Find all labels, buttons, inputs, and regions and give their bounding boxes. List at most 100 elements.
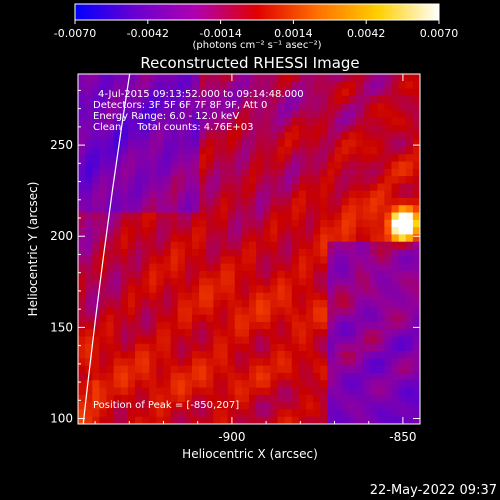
heatmap-cell [213,88,222,97]
heatmap-cell [313,351,321,359]
heatmap-cell [241,117,250,126]
heatmap-cell [284,285,293,294]
heatmap-cell [120,197,129,206]
heatmap-cell [277,227,286,236]
heatmap-cell [156,336,165,345]
heatmap-cell [142,154,150,163]
heatmap-cell [298,74,307,82]
heatmap-cell [206,176,214,184]
heatmap-cell [412,263,420,272]
heatmap-cell [92,249,100,257]
heatmap-cell [184,88,193,97]
heatmap-cell [263,394,271,403]
heatmap-cell [320,278,328,287]
heatmap-cell [206,292,214,301]
heatmap-cell [135,409,143,418]
heatmap-cell [270,110,279,119]
heatmap-cell [120,256,129,265]
heatmap-cell [170,219,179,228]
heatmap-cell [313,190,321,199]
heatmap-cell [113,183,122,192]
heatmap-cell [306,190,314,199]
heatmap-cell [398,307,407,316]
heatmap-cell [320,321,328,330]
heatmap-cell [348,336,357,345]
heatmap-cell [377,278,385,287]
heatmap-cell [127,372,136,381]
heatmap-cell [249,416,257,424]
heatmap-cell [92,278,100,287]
heatmap-cell [220,212,229,221]
heatmap-cell [256,146,264,155]
heatmap-cell [270,81,279,90]
heatmap-cell [377,110,385,119]
heatmap-cell [398,241,407,250]
heatmap-cell [327,321,336,330]
heatmap-cell [177,212,186,221]
heatmap-cell [391,110,400,119]
heatmap-cell [263,190,271,199]
heatmap-cell [405,154,414,163]
heatmap-cell [263,416,271,424]
heatmap-cell [412,103,420,112]
heatmap-cell [177,380,186,389]
heatmap-cell [377,139,385,148]
heatmap-cell [220,307,229,316]
heatmap-cell [113,227,122,236]
heatmap-cell [291,132,300,141]
heatmap-cell [206,278,214,287]
heatmap-cell [348,394,357,403]
heatmap-cell [120,365,129,374]
heatmap-cell [363,146,371,155]
heatmap-cell [156,168,165,177]
heatmap-cell [78,81,86,90]
heatmap-cell [391,329,400,338]
heatmap-cell [405,270,414,279]
heatmap-cell [92,125,100,133]
heatmap-cell [206,394,214,403]
heatmap-cell [177,394,186,403]
heatmap-cell [113,212,122,221]
heatmap-cell [213,95,222,104]
heatmap-cell [256,205,264,214]
heatmap-cell [370,270,378,279]
heatmap-cell [149,205,157,214]
heatmap-cell [355,88,364,97]
heatmap-cell [341,336,350,345]
heatmap-cell [99,197,108,206]
heatmap-cell [384,351,393,359]
heatmap-cell [184,168,193,177]
heatmap-cell [320,270,328,279]
heatmap-cell [170,387,179,396]
heatmap-cell [192,81,200,90]
heatmap-cell [249,168,257,177]
heatmap-cell [156,372,165,381]
heatmap-cell [334,205,343,214]
heatmap-cell [127,292,136,301]
heatmap-cell [348,168,357,177]
heatmap-cell [370,88,378,97]
heatmap-cell [327,329,336,338]
heatmap-cell [177,278,186,287]
heatmap-cell [263,402,271,411]
heatmap-cell [313,285,321,294]
heatmap-cell [149,161,157,170]
heatmap-cell [284,74,293,82]
heatmap-cell [398,197,407,206]
heatmap-cell [327,402,336,411]
heatmap-cell [99,336,108,345]
heatmap-cell [234,197,243,206]
heatmap-cell [363,402,371,411]
heatmap-cell [156,197,165,206]
heatmap-cell [156,176,165,184]
heatmap-cell [256,343,264,352]
heatmap-cell [256,249,264,257]
heatmap-cell [220,314,229,323]
heatmap-cell [227,146,236,155]
heatmap-cell [355,168,364,177]
heatmap-cell [284,249,293,257]
heatmap-cell [398,314,407,323]
heatmap-cell [263,95,271,104]
heatmap-cell [156,263,165,272]
heatmap-cell [92,110,100,119]
